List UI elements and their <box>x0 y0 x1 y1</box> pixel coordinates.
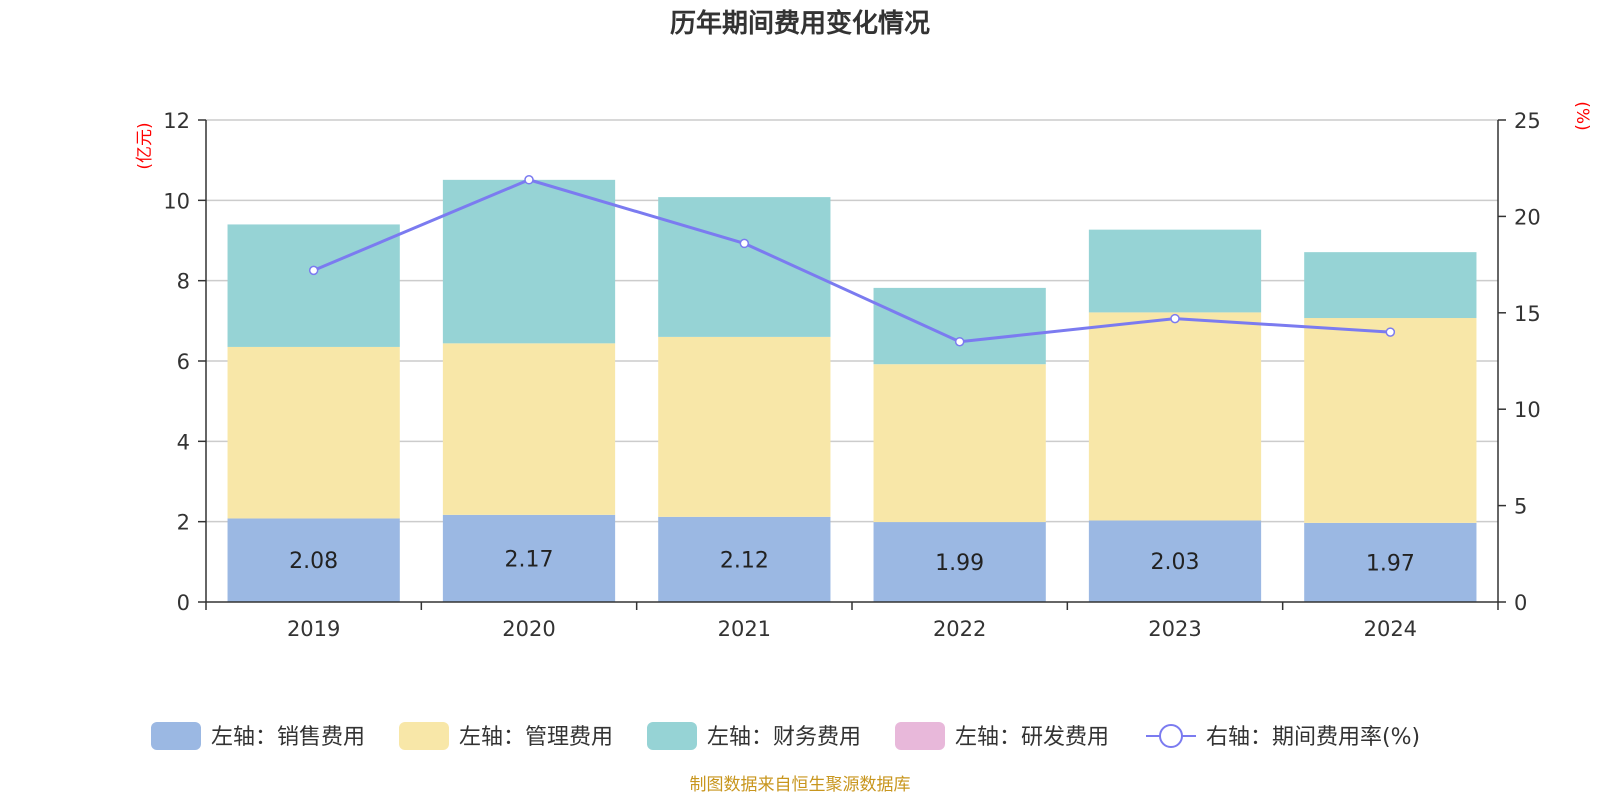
rate-point <box>739 238 750 249</box>
left-axis-tick-label: 4 <box>177 430 190 454</box>
bar-data-label: 1.99 <box>935 551 984 576</box>
bar-labels: 2.08 2.17 2.12 1.99 2.03 1.97 <box>289 547 1415 576</box>
legend-label: 左轴：财务费用 <box>707 725 861 750</box>
bar <box>1088 229 1262 313</box>
right-axis-tick-label: 10 <box>1514 398 1541 422</box>
x-axis-tick-label: 2020 <box>502 617 555 641</box>
bar <box>442 514 616 602</box>
rate-line-path <box>313 178 1391 344</box>
bar <box>442 179 616 344</box>
bar-data-label: 1.97 <box>1366 551 1415 576</box>
bar <box>227 518 400 602</box>
legend-swatch <box>895 722 945 750</box>
bar <box>658 197 831 337</box>
legend-swatch <box>151 722 201 750</box>
legend-label: 左轴：销售费用 <box>211 725 365 750</box>
left-axis-tick-label: 10 <box>163 189 190 213</box>
bar <box>1088 312 1262 521</box>
bar-data-label: 2.17 <box>505 547 554 572</box>
legend-swatch <box>399 722 449 750</box>
bar <box>873 522 1046 602</box>
bar <box>658 336 831 517</box>
legend-label: 左轴：管理费用 <box>459 725 613 750</box>
right-axis-unit: (%) <box>1572 101 1592 130</box>
x-axis-tick-label: 2019 <box>287 617 340 641</box>
rate-point <box>308 265 319 276</box>
rate-line <box>308 175 1396 347</box>
x-axis-tick-label: 2022 <box>933 617 986 641</box>
legend-label: 右轴：期间费用率(%) <box>1206 725 1420 750</box>
left-axis-tick-label: 6 <box>177 350 190 374</box>
bar-data-label: 2.12 <box>720 548 769 573</box>
legend-swatch <box>647 722 697 750</box>
bar <box>658 516 831 602</box>
bar <box>1304 252 1477 319</box>
bars <box>227 179 1477 602</box>
bar <box>1304 522 1477 602</box>
legend: 左轴：销售费用 左轴：管理费用 左轴：财务费用 左轴：研发费用 右轴：期间费用率(%) <box>151 722 1420 750</box>
rate-point <box>1385 327 1396 337</box>
rate-point <box>1170 313 1180 324</box>
bar-data-label: 2.08 <box>289 549 338 574</box>
left-axis-tick-label: 0 <box>177 591 190 615</box>
bar <box>873 287 1046 365</box>
right-axis-tick-label: 25 <box>1514 109 1541 133</box>
bar <box>442 343 616 515</box>
right-axis-tick-label: 5 <box>1514 495 1527 519</box>
left-axis-tick-label: 12 <box>163 109 190 133</box>
left-axis-tick-label: 8 <box>177 270 190 294</box>
x-axis-tick-label: 2023 <box>1148 617 1201 641</box>
rate-point <box>954 336 965 347</box>
bar <box>227 224 400 347</box>
bar-data-label: 2.03 <box>1151 550 1200 575</box>
legend-label: 左轴：研发费用 <box>955 725 1109 750</box>
right-axis-tick-label: 15 <box>1514 302 1541 326</box>
bar <box>873 364 1046 523</box>
grid-lines <box>206 119 1498 523</box>
left-axis-tick-label: 2 <box>177 511 190 535</box>
axes: 0 2 4 6 8 10 12 0 5 10 15 20 25 2019 2020 2021 2022 2023 2… <box>163 109 1540 641</box>
rate-point <box>524 175 534 185</box>
source-note: 制图数据来自恒生聚源数据库 <box>690 775 911 795</box>
right-axis-tick-label: 20 <box>1514 205 1541 229</box>
chart-title: 历年期间费用变化情况 <box>670 8 930 39</box>
x-axis-tick-label: 2021 <box>718 617 771 641</box>
legend-swatch-marker <box>1159 724 1183 748</box>
bar <box>227 346 400 519</box>
right-axis-tick-label: 0 <box>1514 591 1527 615</box>
bar <box>1088 520 1262 602</box>
x-axis-tick-label: 2024 <box>1364 617 1417 641</box>
left-axis-unit: (亿元) <box>135 122 155 169</box>
bar <box>1304 318 1477 523</box>
